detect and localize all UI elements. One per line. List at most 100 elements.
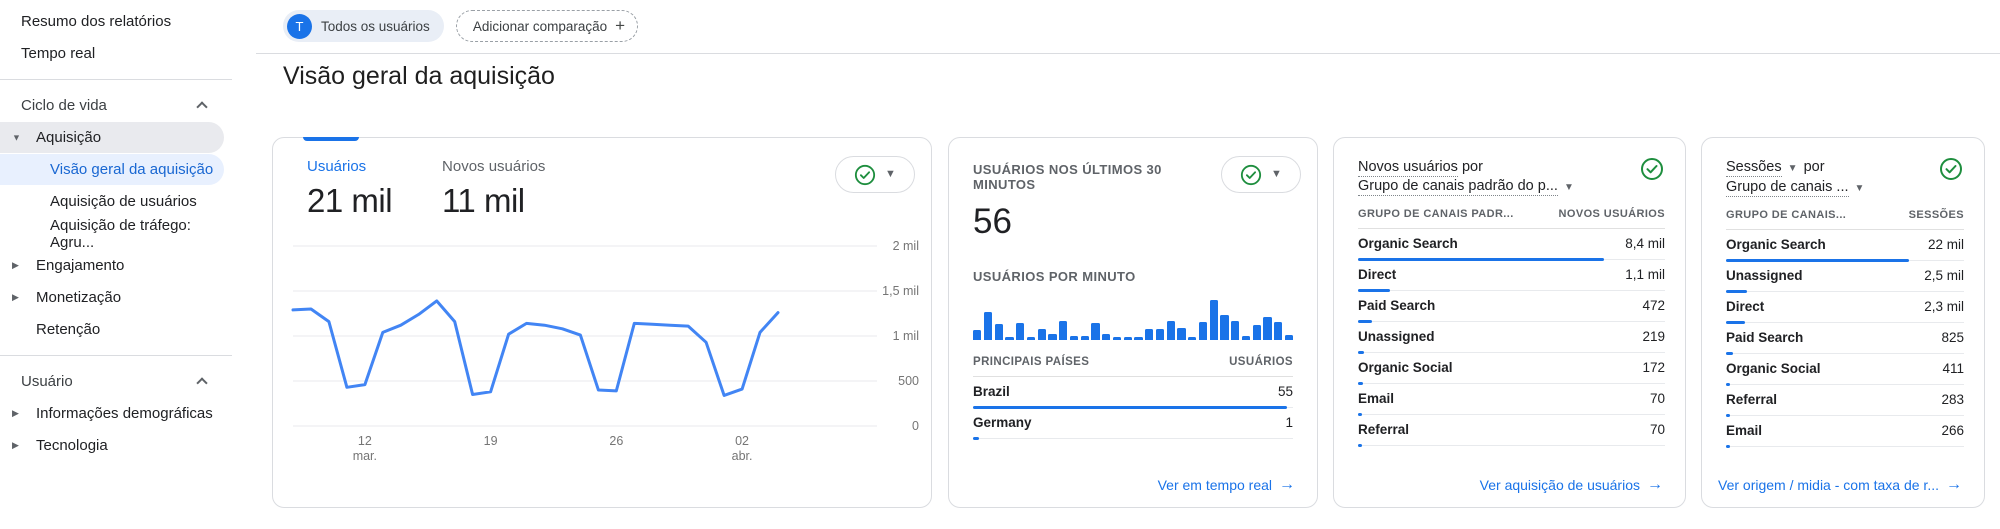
sidebar-item-aquisic-a-o-de-tra-fego-agru[interactable]: Aquisição de tráfego: Agru... xyxy=(0,217,224,251)
sidebar-item-resumo-dos-relato-rios[interactable]: Resumo dos relatórios xyxy=(0,6,224,37)
plus-icon: + xyxy=(615,16,626,35)
sidebar-item-tecnologia[interactable]: ▶ Tecnologia xyxy=(0,430,224,461)
view-user-acquisition-link[interactable]: Ver aquisição de usuários → xyxy=(1480,477,1663,494)
row-share-bar xyxy=(1358,258,1604,261)
sidebar-item-ciclo-de-vida[interactable]: Ciclo de vida xyxy=(0,90,224,121)
metric-selector[interactable]: Novos usuários xyxy=(1358,159,1458,177)
view-realtime-link[interactable]: Ver em tempo real → xyxy=(1157,477,1295,494)
row-label: Direct xyxy=(1358,267,1397,282)
link-label: Ver em tempo real xyxy=(1157,477,1272,493)
triangle-down-icon: ▼ xyxy=(12,132,21,143)
triangle-right-icon: ▶ xyxy=(12,291,19,302)
comparison-chip-bar: T Todos os usuários Adicionar comparação… xyxy=(283,10,639,42)
sidebar-item-visa-o-geral-da-aquisic-a-o[interactable]: Visão geral da aquisição xyxy=(0,154,224,185)
row-share-bar xyxy=(1726,352,1733,355)
sidebar-item-label: Informações demográficas xyxy=(36,405,213,422)
table-row-direct: Direct 1,1 mil xyxy=(1358,260,1665,292)
row-share-bar xyxy=(1726,290,1747,293)
table-row-organic-social: Organic Social 172 xyxy=(1358,353,1665,385)
table-row-germany: Germany 1 xyxy=(973,408,1293,440)
dimension-selector[interactable]: Grupo de canais padrão do p... xyxy=(1358,178,1558,196)
row-value: 411 xyxy=(1942,361,1964,376)
tab-usuarios[interactable]: Usuários 21 mil xyxy=(307,158,393,220)
svg-text:mar.: mar. xyxy=(353,449,377,463)
sidebar-item-label: Tecnologia xyxy=(36,437,108,454)
row-label: Organic Social xyxy=(1358,360,1453,375)
minute-bar xyxy=(1155,328,1164,340)
metric-value: 21 mil xyxy=(307,182,393,219)
sidebar-item-retenc-a-o[interactable]: Retenção xyxy=(0,314,224,345)
users-per-minute-title: USUÁRIOS POR MINUTO xyxy=(973,269,1136,284)
row-value: 1 xyxy=(1285,415,1293,430)
channels-table: GRUPO DE CANAIS PADR... NOVOS USUÁRIOS O… xyxy=(1358,208,1665,447)
realtime-users-count: 56 xyxy=(973,202,1012,241)
minute-bar xyxy=(1220,315,1229,340)
row-label: Unassigned xyxy=(1726,268,1803,283)
table-body: Organic Search 8,4 mil Direct 1,1 mil Paid S… xyxy=(1358,229,1665,447)
sidebar-item-aquisic-a-o[interactable]: ▼ Aquisição xyxy=(0,122,224,153)
chart-confirmed-button[interactable] xyxy=(1936,154,1966,184)
row-share-bar xyxy=(1726,321,1746,324)
sidebar-item-engajamento[interactable]: ▶ Engajamento xyxy=(0,250,224,281)
chart-confirmed-dropdown-button[interactable]: ▼ xyxy=(835,156,915,193)
sidebar-item-label: Retenção xyxy=(36,321,101,338)
table-row-referral: Referral 70 xyxy=(1358,415,1665,447)
svg-text:19: 19 xyxy=(484,434,498,448)
dimension-selector[interactable]: Grupo de canais ... xyxy=(1726,179,1849,197)
checkmark-circle-icon xyxy=(1940,158,1962,180)
chevron-down-icon: ▼ xyxy=(885,168,896,180)
table-row-paid-search: Paid Search 825 xyxy=(1726,323,1964,355)
sidebar-item-monetizac-a-o[interactable]: ▶ Monetização xyxy=(0,282,224,313)
add-comparison-chip[interactable]: Adicionar comparação + xyxy=(455,10,639,42)
sidebar-item-informac-o-es-demogra-ficas[interactable]: ▶ Informações demográficas xyxy=(0,398,224,429)
row-share-bar xyxy=(1726,445,1730,448)
chart-confirmed-button[interactable] xyxy=(1637,154,1667,184)
triangle-right-icon: ▶ xyxy=(12,259,19,270)
metric-selector[interactable]: Sessões xyxy=(1726,159,1782,177)
column-header: NOVOS USUÁRIOS xyxy=(1558,208,1665,220)
link-label: Ver origem / midia - com taxa de r... xyxy=(1718,477,1939,493)
table-row-unassigned: Unassigned 2,5 mil xyxy=(1726,261,1964,293)
sessions-by-channel-card: Sessões ▼ por Grupo de canais ... ▼ GRUP… xyxy=(1701,137,1985,508)
minute-bar xyxy=(983,312,992,340)
row-share-bar xyxy=(1726,383,1730,386)
table-header-row: GRUPO DE CANAIS PADR... NOVOS USUÁRIOS xyxy=(1358,208,1665,229)
segment-avatar: T xyxy=(287,13,312,39)
row-share-bar xyxy=(1358,413,1362,416)
sidebar-item-tempo-real[interactable]: Tempo real xyxy=(0,38,224,69)
row-value: 2,3 mil xyxy=(1924,299,1964,314)
svg-text:26: 26 xyxy=(609,434,623,448)
chevron-down-icon[interactable]: ▼ xyxy=(1854,183,1865,194)
table-row-email: Email 266 xyxy=(1726,416,1964,448)
segment-chip-label: Todos os usuários xyxy=(321,18,430,34)
sidebar-item-usua-rio[interactable]: Usuário xyxy=(0,366,224,397)
column-header: GRUPO DE CANAIS... xyxy=(1726,209,1847,221)
row-value: 2,5 mil xyxy=(1924,268,1964,283)
chart-confirmed-dropdown-button[interactable]: ▼ xyxy=(1221,156,1301,193)
column-header: PRINCIPAIS PAÍSES xyxy=(973,356,1090,368)
row-share-bar xyxy=(973,437,980,440)
view-source-medium-link[interactable]: Ver origem / midia - com taxa de r... → xyxy=(1718,477,1962,494)
row-label: Unassigned xyxy=(1358,329,1435,344)
metric-value: 11 mil xyxy=(442,182,525,219)
checkmark-circle-icon xyxy=(1240,164,1262,185)
minute-bar xyxy=(1198,322,1207,340)
row-share-bar xyxy=(1358,351,1365,354)
sidebar-item-aquisic-a-o-de-usua-rios[interactable]: Aquisição de usuários xyxy=(0,186,224,217)
minute-bar xyxy=(994,324,1003,340)
new-users-by-channel-card: Novos usuários por Grupo de canais padrã… xyxy=(1333,137,1686,508)
card-title-line2: Grupo de canais ... ▼ xyxy=(1726,178,1964,198)
sidebar-divider xyxy=(0,79,232,80)
all-users-segment-chip[interactable]: T Todos os usuários xyxy=(283,10,444,42)
checkmark-circle-icon xyxy=(1641,158,1663,180)
row-value: 825 xyxy=(1941,330,1964,345)
svg-text:1 mil: 1 mil xyxy=(893,329,919,343)
table-row-direct: Direct 2,3 mil xyxy=(1726,292,1964,324)
svg-text:02: 02 xyxy=(735,434,749,448)
minute-bar xyxy=(1252,324,1261,340)
chevron-down-icon[interactable]: ▼ xyxy=(1787,163,1798,174)
tab-novos-usuarios[interactable]: Novos usuários 11 mil xyxy=(442,158,545,220)
chevron-down-icon[interactable]: ▼ xyxy=(1563,182,1574,193)
minute-bar xyxy=(1091,323,1100,340)
table-header-row: PRINCIPAIS PAÍSES USUÁRIOS xyxy=(973,356,1293,377)
